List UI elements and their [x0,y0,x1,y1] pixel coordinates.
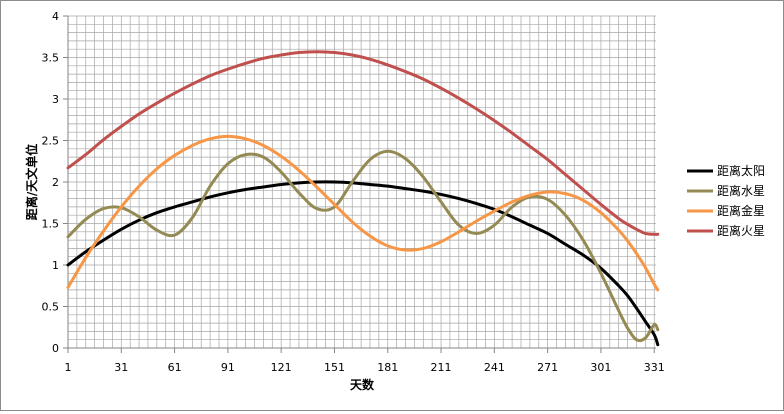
y-tick-label: 3 [52,93,59,106]
y-tick-label: 0.5 [42,301,60,314]
axes [63,15,656,353]
x-tick-label: 91 [221,361,235,374]
x-tick-label: 241 [484,361,505,374]
x-tick-label: 271 [537,361,558,374]
y-tick-label: 4 [52,10,59,23]
x-tick-label: 301 [590,361,611,374]
series-line-2 [66,149,660,343]
series-line-4 [66,50,660,236]
tick-labels: 0 0.5 1 1.5 2 2.5 3 3.5 4 1 31 61 91 121 151 181 211 241 2… [42,10,665,374]
y-tick-label: 3.5 [42,52,60,65]
y-axis-title: 距离/天文单位 [24,144,39,220]
legend-label: 距离太阳 [717,163,765,178]
x-tick-label: 31 [114,361,128,374]
x-tick-label: 181 [377,361,398,374]
series-line-1 [66,180,660,347]
x-tick-label: 331 [644,361,665,374]
x-axis-title: 天数 [350,377,375,392]
x-tick-label: 1 [65,361,72,374]
y-tick-label: 0 [52,342,59,355]
x-tick-label: 211 [431,361,452,374]
y-tick-label: 2.5 [42,135,60,148]
legend-label: 距离金星 [717,203,765,218]
series-line-3 [66,134,660,292]
y-tick-label: 1 [52,259,59,272]
y-tick-label: 2 [52,176,59,189]
legend-label: 距离水星 [717,183,765,198]
x-tick-label: 151 [324,361,345,374]
series-lines [66,50,660,347]
grid-lines [67,15,656,348]
y-tick-label: 1.5 [42,218,60,231]
x-tick-label: 61 [168,361,182,374]
x-tick-label: 121 [271,361,292,374]
legend-label: 距离火星 [717,223,765,238]
